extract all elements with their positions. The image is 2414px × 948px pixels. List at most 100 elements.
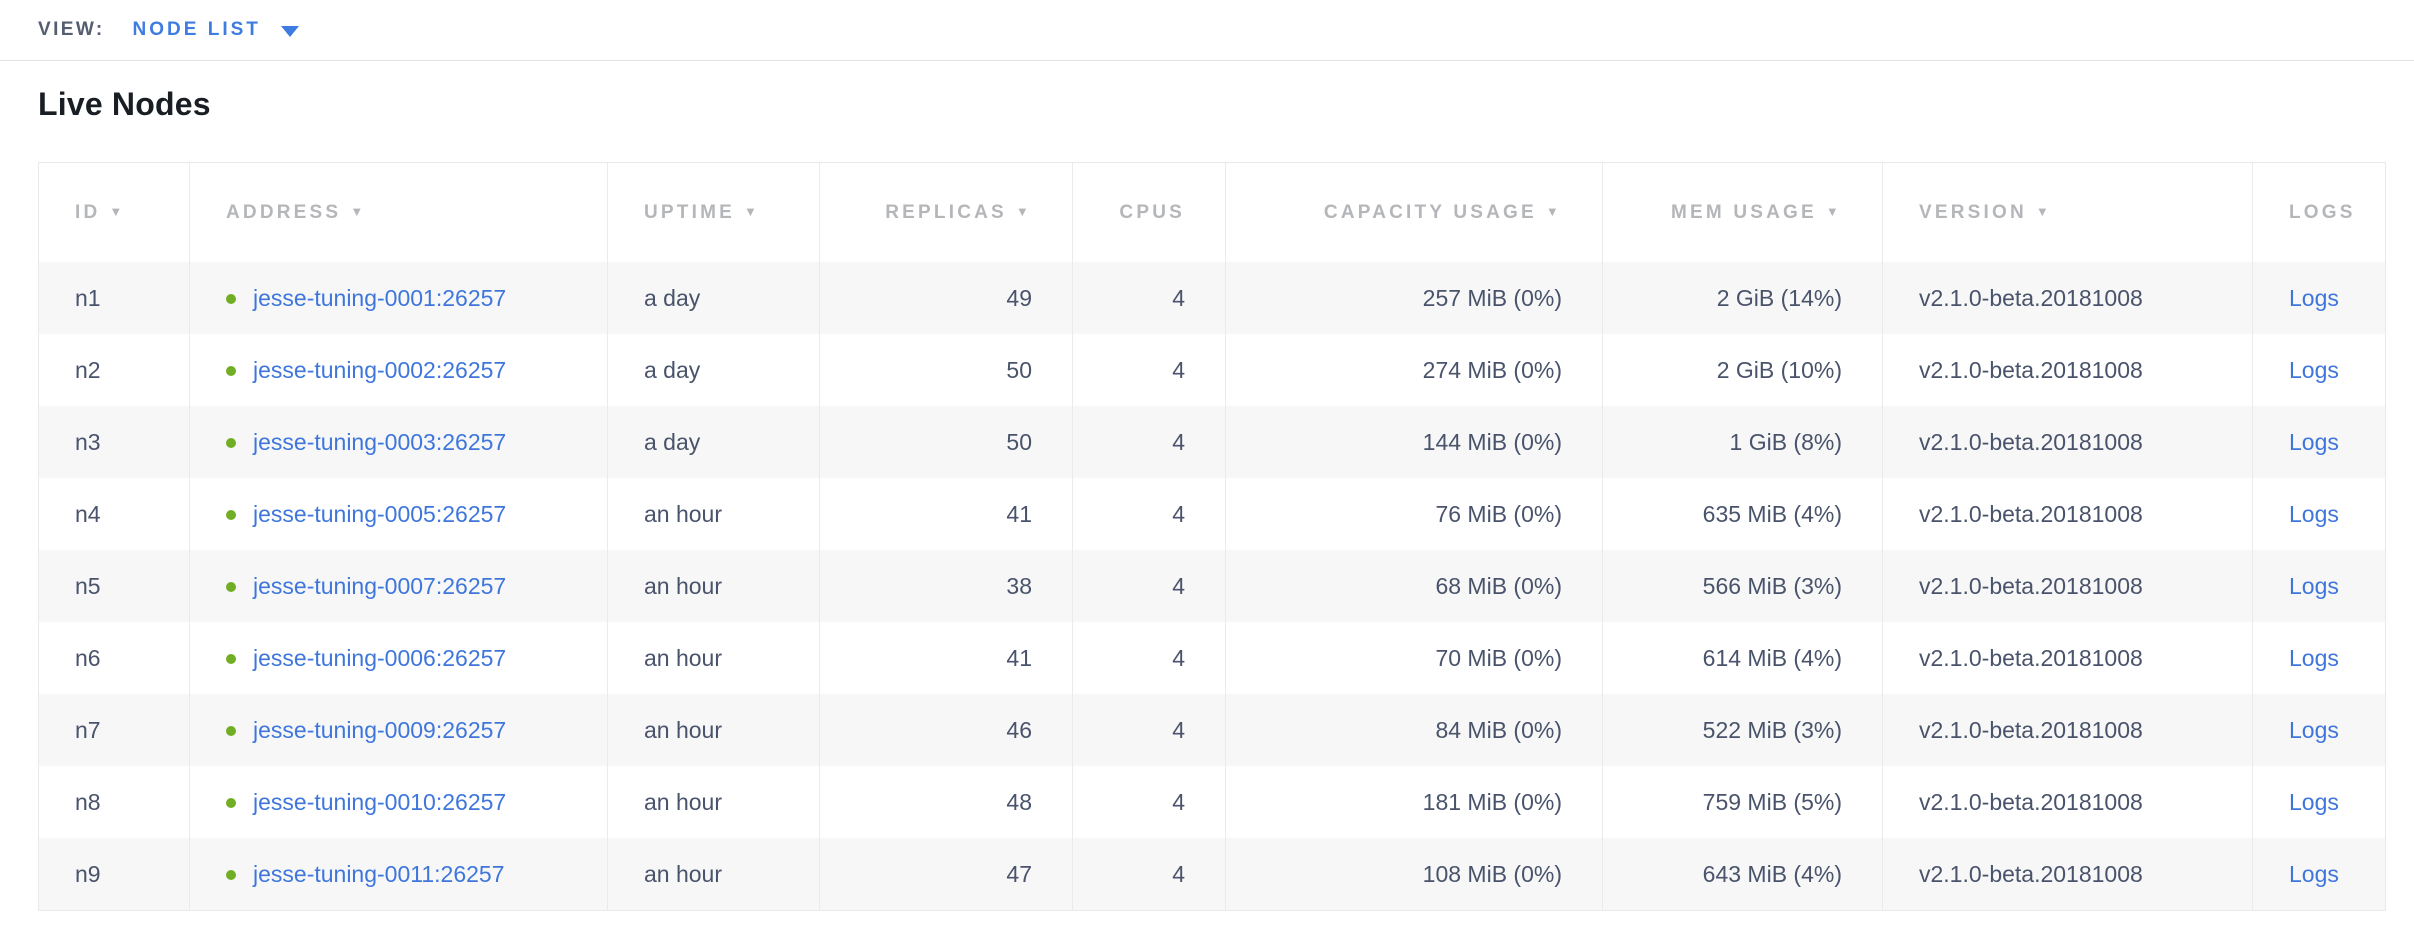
node-status-dot xyxy=(226,581,236,592)
cell-id: n1 xyxy=(75,284,101,311)
column-header-mem_usage[interactable]: MEM USAGE ▼ xyxy=(1602,163,1882,262)
cell-replicas: 38 xyxy=(819,550,1072,622)
logs-link[interactable]: Logs xyxy=(2289,428,2339,455)
view-label: VIEW: xyxy=(38,19,105,40)
column-header-capacity_usage[interactable]: CAPACITY USAGE ▼ xyxy=(1225,163,1602,262)
cell-replicas: 49 xyxy=(819,262,1072,334)
node-address-link[interactable]: jesse-tuning-0003:26257 xyxy=(253,428,507,455)
cell-cpus: 4 xyxy=(1072,406,1225,478)
cell-capacity_usage: 274 MiB (0%) xyxy=(1225,334,1602,406)
cell-logs: Logs xyxy=(2252,406,2385,478)
cell-id: n5 xyxy=(75,572,101,599)
page-title: Live Nodes xyxy=(38,86,211,122)
node-status-dot xyxy=(226,293,236,304)
sort-arrow-icon: ▼ xyxy=(109,203,126,219)
column-header-logs: LOGS xyxy=(2252,163,2385,262)
cell-mem_usage: 522 MiB (3%) xyxy=(1602,694,1882,766)
view-selector-dropdown[interactable]: NODE LIST xyxy=(133,19,299,41)
node-address-link[interactable]: jesse-tuning-0009:26257 xyxy=(253,716,507,743)
cell-mem_usage: 614 MiB (4%) xyxy=(1602,622,1882,694)
cell-id: n7 xyxy=(75,716,101,743)
cell-uptime: an hour xyxy=(607,622,819,694)
cell-uptime: an hour xyxy=(607,838,819,910)
logs-link[interactable]: Logs xyxy=(2289,860,2339,887)
node-address-link[interactable]: jesse-tuning-0010:26257 xyxy=(253,788,507,815)
cell-version: v2.1.0-beta.20181008 xyxy=(1882,478,2252,550)
sort-arrow-icon: ▼ xyxy=(2035,203,2052,219)
node-address-link[interactable]: jesse-tuning-0007:26257 xyxy=(253,572,507,599)
sort-arrow-icon: ▼ xyxy=(743,203,761,219)
logs-link[interactable]: Logs xyxy=(2289,356,2339,383)
cell-id: n4 xyxy=(75,500,101,527)
logs-link[interactable]: Logs xyxy=(2289,500,2339,527)
table-row: n4 jesse-tuning-0005:26257 an hour 41 4 76 Mi… xyxy=(39,478,2385,550)
table-header-row: ID ▼ ADDRESS ▼ UPTIME ▼ REPLICAS ▼ CPUS CAPACITY … xyxy=(39,163,2385,262)
column-header-label: CPUS xyxy=(1119,201,1185,223)
logs-link[interactable]: Logs xyxy=(2289,788,2339,815)
sort-arrow-icon: ▼ xyxy=(1825,203,1842,219)
cell-mem_usage: 566 MiB (3%) xyxy=(1602,550,1882,622)
cell-id: n6 xyxy=(75,644,101,671)
table-row: n1 jesse-tuning-0001:26257 a day 49 4 257 MiB… xyxy=(39,262,2385,334)
cell-address: jesse-tuning-0006:26257 xyxy=(189,622,607,694)
node-address-link[interactable]: jesse-tuning-0002:26257 xyxy=(253,356,507,383)
cell-uptime: a day xyxy=(607,406,819,478)
cell-logs: Logs xyxy=(2252,334,2385,406)
column-header-label: ADDRESS xyxy=(226,201,342,223)
cell-cpus: 4 xyxy=(1072,838,1225,910)
cell-mem_usage: 643 MiB (4%) xyxy=(1602,838,1882,910)
node-address-link[interactable]: jesse-tuning-0001:26257 xyxy=(253,284,507,311)
cell-version: v2.1.0-beta.20181008 xyxy=(1882,694,2252,766)
cell-id: n8 xyxy=(75,788,101,815)
node-status-dot xyxy=(226,797,236,808)
logs-link[interactable]: Logs xyxy=(2289,284,2339,311)
cell-address: jesse-tuning-0005:26257 xyxy=(189,478,607,550)
cell-replicas: 41 xyxy=(819,622,1072,694)
cell-address: jesse-tuning-0011:26257 xyxy=(189,838,607,910)
live-nodes-table: ID ▼ ADDRESS ▼ UPTIME ▼ REPLICAS ▼ CPUS CAPACITY … xyxy=(38,162,2386,911)
cell-address: jesse-tuning-0003:26257 xyxy=(189,406,607,478)
column-header-label: LOGS xyxy=(2289,201,2356,223)
cell-replicas: 48 xyxy=(819,766,1072,838)
cell-address: jesse-tuning-0002:26257 xyxy=(189,334,607,406)
column-header-id[interactable]: ID ▼ xyxy=(39,163,189,262)
logs-link[interactable]: Logs xyxy=(2289,716,2339,743)
node-address-link[interactable]: jesse-tuning-0005:26257 xyxy=(253,500,507,527)
cell-logs: Logs xyxy=(2252,694,2385,766)
logs-link[interactable]: Logs xyxy=(2289,572,2339,599)
logs-link[interactable]: Logs xyxy=(2289,644,2339,671)
column-header-version[interactable]: VERSION ▼ xyxy=(1882,163,2252,262)
cell-uptime: an hour xyxy=(607,694,819,766)
cell-capacity_usage: 257 MiB (0%) xyxy=(1225,262,1602,334)
cell-cpus: 4 xyxy=(1072,478,1225,550)
node-status-dot xyxy=(226,869,236,880)
cell-mem_usage: 1 GiB (8%) xyxy=(1602,406,1882,478)
cell-uptime: an hour xyxy=(607,766,819,838)
node-address-link[interactable]: jesse-tuning-0006:26257 xyxy=(253,644,507,671)
cell-capacity_usage: 68 MiB (0%) xyxy=(1225,550,1602,622)
cell-logs: Logs xyxy=(2252,550,2385,622)
cell-uptime: a day xyxy=(607,262,819,334)
table-row: n2 jesse-tuning-0002:26257 a day 50 4 274 MiB… xyxy=(39,334,2385,406)
cell-mem_usage: 2 GiB (10%) xyxy=(1602,334,1882,406)
node-status-dot xyxy=(226,509,236,520)
cell-replicas: 41 xyxy=(819,478,1072,550)
cell-capacity_usage: 144 MiB (0%) xyxy=(1225,406,1602,478)
node-status-dot xyxy=(226,653,236,664)
node-status-dot xyxy=(226,365,236,376)
cell-cpus: 4 xyxy=(1072,550,1225,622)
cell-id: n2 xyxy=(75,356,101,383)
table-row: n7 jesse-tuning-0009:26257 an hour 46 4 84 Mi… xyxy=(39,694,2385,766)
cell-uptime: an hour xyxy=(607,478,819,550)
cell-address: jesse-tuning-0010:26257 xyxy=(189,766,607,838)
node-address-link[interactable]: jesse-tuning-0011:26257 xyxy=(253,860,505,887)
sort-arrow-icon: ▼ xyxy=(350,203,367,219)
cell-version: v2.1.0-beta.20181008 xyxy=(1882,550,2252,622)
cell-replicas: 47 xyxy=(819,838,1072,910)
column-header-uptime[interactable]: UPTIME ▼ xyxy=(607,163,819,262)
cell-logs: Logs xyxy=(2252,622,2385,694)
cell-cpus: 4 xyxy=(1072,262,1225,334)
column-header-address[interactable]: ADDRESS ▼ xyxy=(189,163,607,262)
cell-capacity_usage: 181 MiB (0%) xyxy=(1225,766,1602,838)
column-header-replicas[interactable]: REPLICAS ▼ xyxy=(819,163,1072,262)
